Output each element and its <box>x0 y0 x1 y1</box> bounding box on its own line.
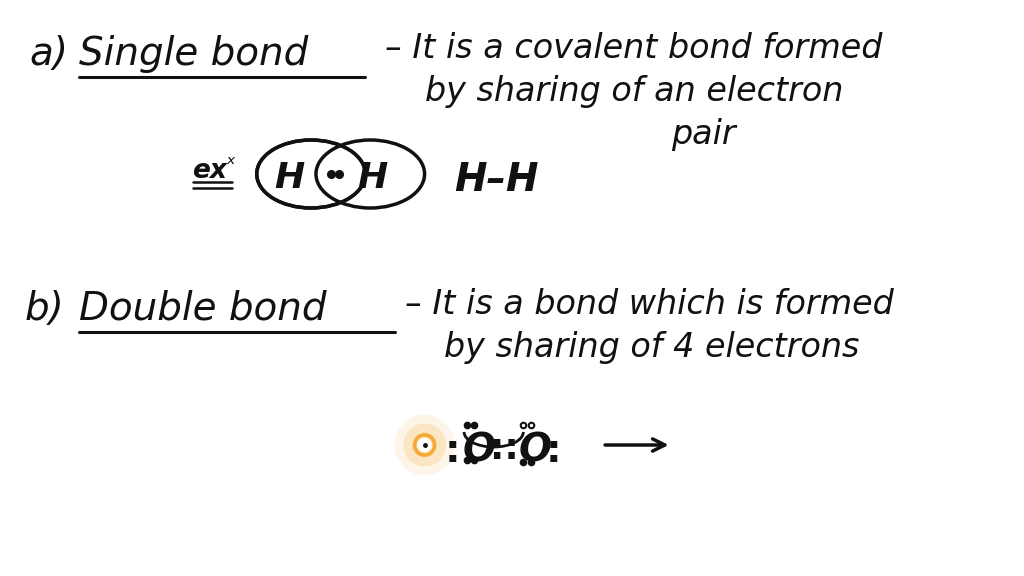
Text: H: H <box>274 161 305 195</box>
Text: a): a) <box>30 35 69 73</box>
Text: – It is a bond which is formed: – It is a bond which is formed <box>404 288 894 321</box>
Text: :: : <box>546 432 561 470</box>
Text: b): b) <box>25 290 65 328</box>
Text: Double bond: Double bond <box>79 290 327 328</box>
Text: pair: pair <box>672 118 736 151</box>
Text: by sharing of 4 electrons: by sharing of 4 electrons <box>444 331 860 364</box>
Text: :: : <box>444 432 460 470</box>
Text: O: O <box>518 432 551 470</box>
Text: O: O <box>462 432 496 470</box>
Text: H: H <box>357 161 388 195</box>
Text: by sharing of an electron: by sharing of an electron <box>425 75 843 108</box>
Text: Single bond: Single bond <box>79 35 308 73</box>
Text: ::: :: <box>489 432 518 466</box>
Ellipse shape <box>258 141 365 207</box>
Text: – It is a covalent bond formed: – It is a covalent bond formed <box>385 32 883 65</box>
Text: H–H: H–H <box>455 161 539 199</box>
Text: ˣ: ˣ <box>225 155 234 175</box>
Text: ex: ex <box>193 158 227 184</box>
